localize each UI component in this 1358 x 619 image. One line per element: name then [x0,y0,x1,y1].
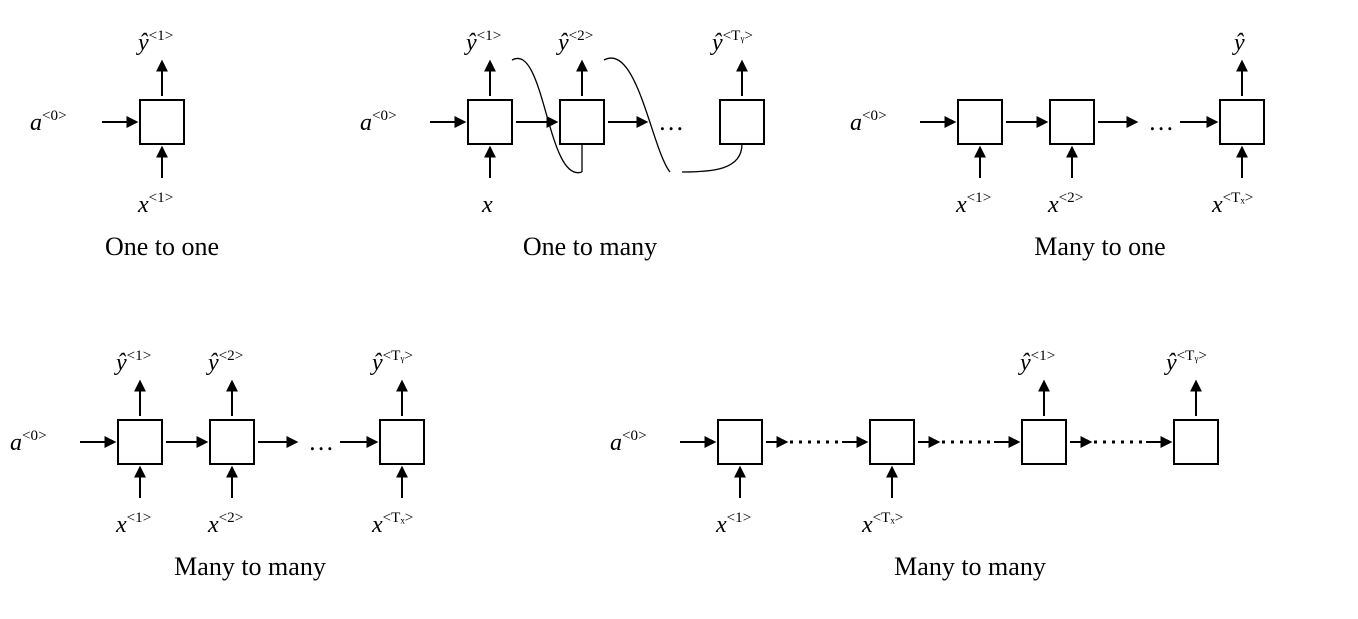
label-y2: ŷ<2> [206,348,243,376]
label-xT: x<Tₓ> [371,510,413,538]
caption: One to many [523,232,657,261]
rnn-cell-1 [958,100,1002,144]
rnn-cell [140,100,184,144]
rnn-cell-2 [1050,100,1094,144]
rnn-cell-T [1220,100,1264,144]
rnn-cell-T [380,420,424,464]
panel-many-to-many-same: a<0> x<1> ŷ<1> x<2> ŷ<2> … x<Tₓ> [10,348,424,581]
label-a0: a<0> [10,428,47,456]
label-a0: a<0> [610,428,647,456]
enc-cell-1 [718,420,762,464]
rnn-cell-1 [468,100,512,144]
label-x2: x<2> [207,510,243,538]
rnn-cell-1 [118,420,162,464]
label-x: x<1> [137,190,173,218]
label-yTy: ŷ<Tᵧ> [1164,348,1207,376]
feedback-curve [682,144,742,172]
dots: … [1150,107,1173,136]
panel-many-to-many-diff: a<0> x<1> x<Tₓ> ŷ<1> [610,348,1218,581]
label-a0: a<0> [850,108,887,136]
label-y2: ŷ<2> [556,28,593,56]
dots: … [310,427,333,456]
dec-cell-Ty [1174,420,1218,464]
panel-many-to-one: a<0> x<1> x<2> … x<Tₓ> ŷ Many to one [850,30,1264,261]
panel-one-to-many: a<0> x ŷ<1> ŷ<2> … ŷ<Tᵧ> [360,28,764,261]
label-y: ŷ [1232,30,1245,56]
label-x1: x<1> [955,190,991,218]
rnn-cell-T [720,100,764,144]
label-x1: x<1> [115,510,151,538]
dots: … [660,107,683,136]
label-a0: a<0> [360,108,397,136]
enc-cell-Tx [870,420,914,464]
caption: Many to one [1034,232,1165,261]
label-xTx: x<Tₓ> [861,510,903,538]
caption: Many to many [894,552,1046,581]
label-yT: ŷ<Tᵧ> [370,348,413,376]
rnn-cell-2 [560,100,604,144]
label-yT: ŷ<Tᵧ> [710,28,753,56]
label-y1: ŷ<1> [114,348,151,376]
label-x1: x<1> [715,510,751,538]
caption: Many to many [174,552,326,581]
label-a0: a<0> [30,108,67,136]
label-xT: x<Tₓ> [1211,190,1253,218]
panel-one-to-one: a<0> x<1> ŷ<1> One to one [30,28,219,261]
label-y1: ŷ<1> [1018,348,1055,376]
caption: One to one [105,232,219,261]
rnn-cell-2 [210,420,254,464]
label-y1: ŷ<1> [464,28,501,56]
label-x: x [481,192,493,218]
label-y: ŷ<1> [136,28,173,56]
dec-cell-1 [1022,420,1066,464]
label-x2: x<2> [1047,190,1083,218]
